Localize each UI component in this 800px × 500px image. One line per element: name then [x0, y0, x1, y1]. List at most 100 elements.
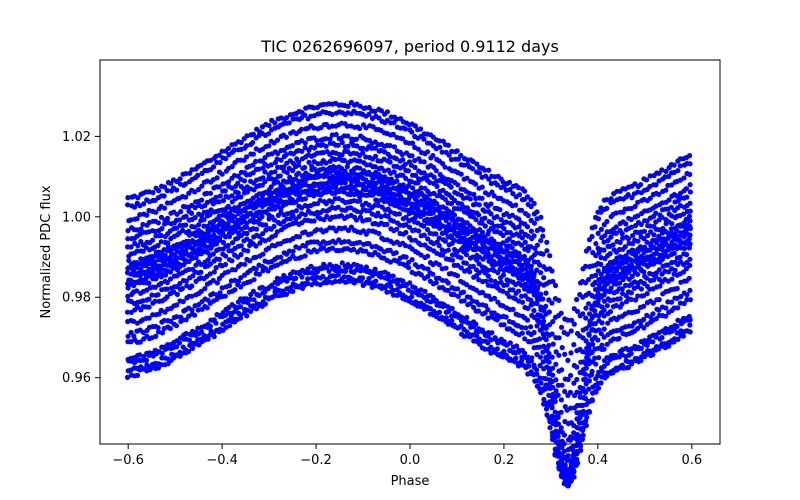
data-point [470, 209, 476, 215]
data-point [284, 170, 290, 176]
data-point [178, 209, 184, 215]
data-point [446, 152, 452, 158]
data-point [601, 334, 607, 340]
data-point [320, 245, 327, 251]
data-point [357, 165, 363, 171]
data-point [425, 253, 431, 259]
data-point [537, 362, 543, 369]
data-point [443, 315, 449, 321]
data-point [467, 196, 473, 202]
data-point [427, 220, 433, 226]
data-point [504, 342, 510, 348]
data-point [260, 251, 266, 257]
data-point [540, 331, 546, 337]
data-point [422, 197, 428, 203]
data-point [605, 320, 611, 326]
data-point [559, 345, 565, 351]
data-point [251, 187, 257, 193]
data-point [125, 195, 131, 201]
data-point [528, 339, 534, 345]
data-point [268, 283, 274, 289]
data-point [684, 252, 690, 258]
data-point [659, 167, 665, 173]
data-point [620, 235, 626, 241]
data-point [577, 447, 584, 453]
data-point [433, 280, 439, 286]
data-point [631, 320, 638, 326]
data-point [341, 274, 347, 280]
data-point [296, 234, 302, 240]
data-point [559, 473, 565, 479]
data-point [440, 252, 446, 258]
data-point [335, 272, 341, 278]
data-point [159, 350, 165, 356]
data-point [214, 280, 220, 286]
data-point [525, 305, 531, 311]
data-point [223, 156, 229, 162]
data-point [320, 166, 326, 172]
data-point [217, 237, 223, 243]
data-point [571, 342, 577, 348]
data-point [656, 191, 662, 197]
data-point [158, 239, 164, 245]
data-point [486, 176, 492, 182]
data-point [647, 223, 653, 229]
data-point [398, 194, 404, 200]
data-point [338, 278, 345, 284]
data-point [629, 195, 635, 201]
data-point [531, 292, 537, 298]
data-point [213, 320, 219, 326]
data-point [138, 238, 144, 245]
data-point [552, 452, 558, 458]
data-point [443, 265, 449, 271]
data-point [424, 305, 430, 312]
data-point [238, 252, 244, 258]
data-point [442, 196, 448, 202]
data-point [586, 378, 593, 384]
data-point [272, 120, 278, 126]
data-point [409, 140, 416, 146]
data-point [674, 285, 680, 292]
data-point [418, 287, 424, 293]
data-point [400, 157, 406, 163]
data-point [589, 233, 595, 240]
data-point [308, 231, 314, 237]
data-point [528, 358, 534, 364]
data-point [607, 289, 613, 295]
data-point [318, 125, 324, 131]
data-point [137, 339, 143, 345]
data-point [571, 474, 577, 480]
data-point [409, 257, 415, 263]
data-point [514, 343, 520, 349]
data-point [274, 156, 280, 162]
data-point [446, 308, 452, 314]
data-point [455, 286, 461, 292]
data-point [254, 226, 260, 232]
data-point [293, 208, 299, 214]
data-point [226, 310, 232, 316]
data-point [549, 436, 556, 443]
data-point [458, 206, 464, 212]
data-point [586, 409, 593, 415]
data-point [216, 213, 222, 219]
data-point [387, 159, 393, 165]
data-point [158, 214, 164, 220]
data-point [158, 280, 164, 286]
data-point [501, 322, 507, 328]
data-point [473, 217, 479, 223]
data-point [537, 375, 543, 381]
data-point [134, 248, 140, 254]
data-point [558, 425, 564, 431]
data-point [592, 321, 599, 327]
data-point [433, 231, 439, 237]
data-point [464, 320, 471, 326]
data-point [421, 265, 427, 271]
data-point [547, 253, 553, 259]
data-point [628, 216, 634, 223]
data-point [449, 305, 455, 312]
data-point [589, 397, 595, 403]
data-point [638, 286, 645, 292]
data-point [403, 189, 409, 195]
data-point [403, 202, 409, 208]
data-point [628, 257, 635, 263]
